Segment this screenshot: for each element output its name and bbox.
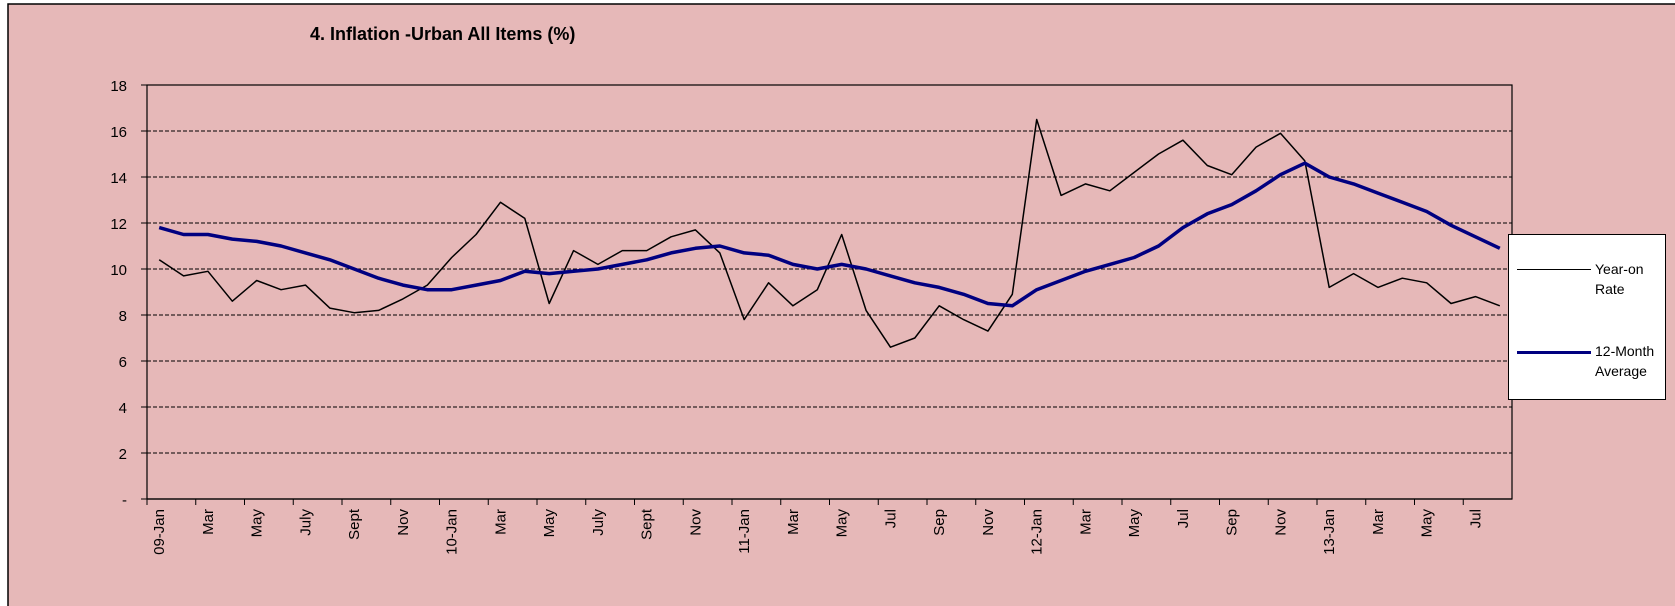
- legend-swatch: [1517, 351, 1591, 354]
- y-tick-label: 4: [119, 400, 127, 417]
- x-tick-label: Nov: [1272, 509, 1289, 536]
- x-tick-label: May: [249, 509, 266, 538]
- x-tick-label: Mar: [1077, 509, 1094, 535]
- x-tick-label: Mar: [492, 509, 509, 535]
- x-tick-label: Sep: [931, 509, 948, 536]
- x-tick-label: May: [1126, 509, 1143, 538]
- x-tick-label: 09-Jan: [151, 509, 168, 555]
- x-tick-label: May: [541, 509, 558, 538]
- y-tick-label: 6: [119, 354, 127, 371]
- x-tick-label: Sept: [346, 508, 363, 540]
- x-tick-label: May: [834, 509, 851, 538]
- y-tick-label: 10: [110, 262, 127, 279]
- x-tick-label: Jul: [882, 509, 899, 528]
- legend-label: 12-Month Average: [1595, 343, 1655, 379]
- chart-title: 4. Inflation -Urban All Items (%): [310, 24, 575, 44]
- x-tick-label: July: [590, 509, 607, 536]
- x-tick-label: July: [297, 509, 314, 536]
- x-tick-label: Nov: [395, 509, 412, 536]
- plot-area: [146, 84, 1513, 500]
- y-tick-label: 2: [119, 446, 127, 463]
- x-tick-label: Mar: [1370, 509, 1387, 535]
- x-tick-label: 11-Jan: [736, 509, 753, 554]
- x-tick-label: Sept: [639, 508, 656, 540]
- x-tick-label: 12-Jan: [1029, 509, 1046, 555]
- legend-label: Year-on Rate: [1595, 261, 1644, 297]
- x-tick-label: Mar: [785, 509, 802, 535]
- x-tick-label: Nov: [687, 509, 704, 536]
- series-line: [158, 161, 1501, 308]
- legend-item: 12-Month Average: [1517, 339, 1662, 389]
- series-line: [158, 118, 1501, 348]
- y-tick-label: 8: [119, 308, 127, 325]
- x-tick-label: Jul: [1175, 509, 1192, 528]
- y-tick-label: 12: [110, 216, 127, 233]
- y-tick-label: 18: [110, 78, 127, 95]
- x-tick-label: Sep: [1224, 509, 1241, 536]
- x-tick-label: 10-Jan: [444, 509, 461, 555]
- legend-item: Year-on Rate: [1517, 257, 1662, 307]
- x-tick-label: Jul: [1467, 509, 1484, 528]
- y-tick-label: 16: [110, 124, 127, 141]
- legend: Year-on Rate 12-Month Average: [1508, 234, 1666, 400]
- legend-swatch: [1517, 269, 1591, 270]
- x-tick-label: Mar: [200, 509, 217, 535]
- x-tick-label: Nov: [980, 509, 997, 536]
- x-tick-label: 13-Jan: [1321, 509, 1338, 555]
- y-tick-label: -: [122, 492, 127, 509]
- x-tick-label: May: [1419, 509, 1436, 538]
- y-tick-label: 14: [110, 170, 127, 187]
